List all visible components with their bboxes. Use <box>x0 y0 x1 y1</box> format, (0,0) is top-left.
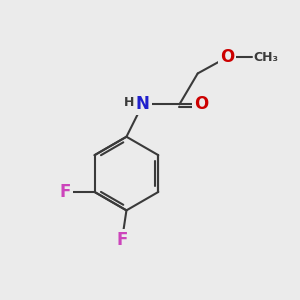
Text: O: O <box>194 95 209 113</box>
Text: H: H <box>124 95 135 109</box>
Text: F: F <box>59 183 71 201</box>
Text: O: O <box>220 48 234 66</box>
Text: F: F <box>116 231 128 249</box>
Text: CH₃: CH₃ <box>254 51 279 64</box>
Text: N: N <box>136 95 150 113</box>
